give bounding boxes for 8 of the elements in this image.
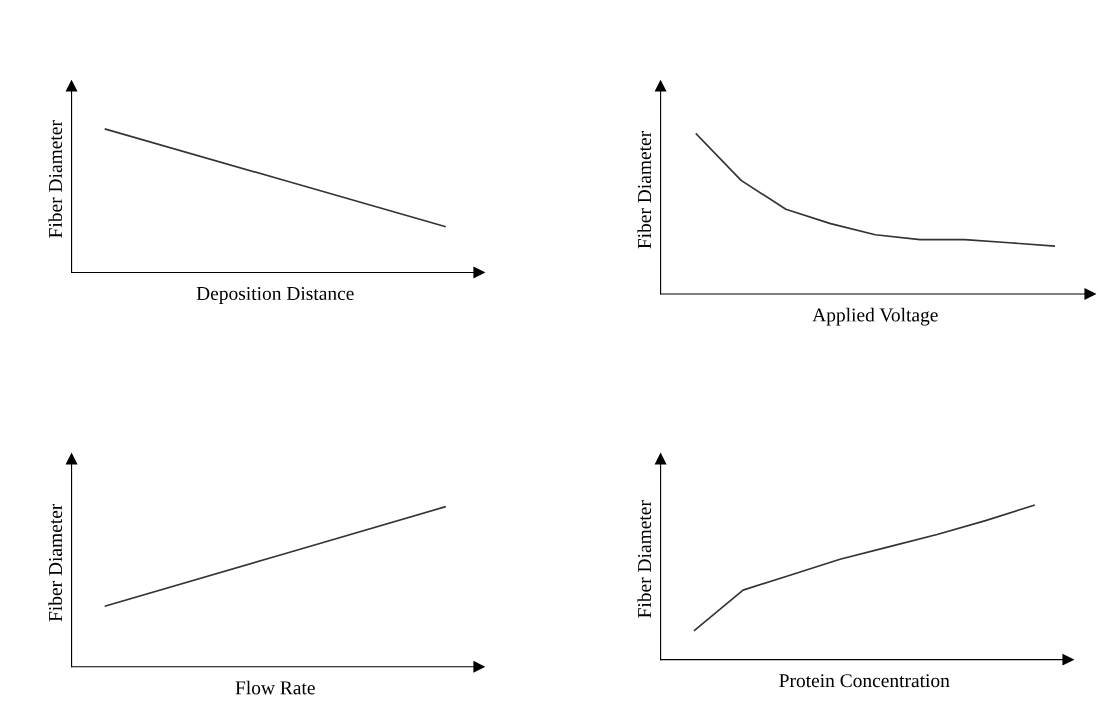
x-axis-title: Flow Rate	[235, 680, 315, 695]
y-axis-title: Fiber Diameter	[637, 131, 652, 249]
y-axis-title: Fiber Diameter	[637, 500, 652, 618]
y-axis-title: Fiber Diameter	[48, 503, 63, 622]
y-axis-title: Fiber Diameter	[48, 120, 63, 238]
x-axis-title: Applied Voltage	[812, 307, 938, 326]
x-axis-title: Deposition Distance	[196, 286, 354, 304]
x-axis-title: Protein Concentration	[779, 674, 950, 688]
